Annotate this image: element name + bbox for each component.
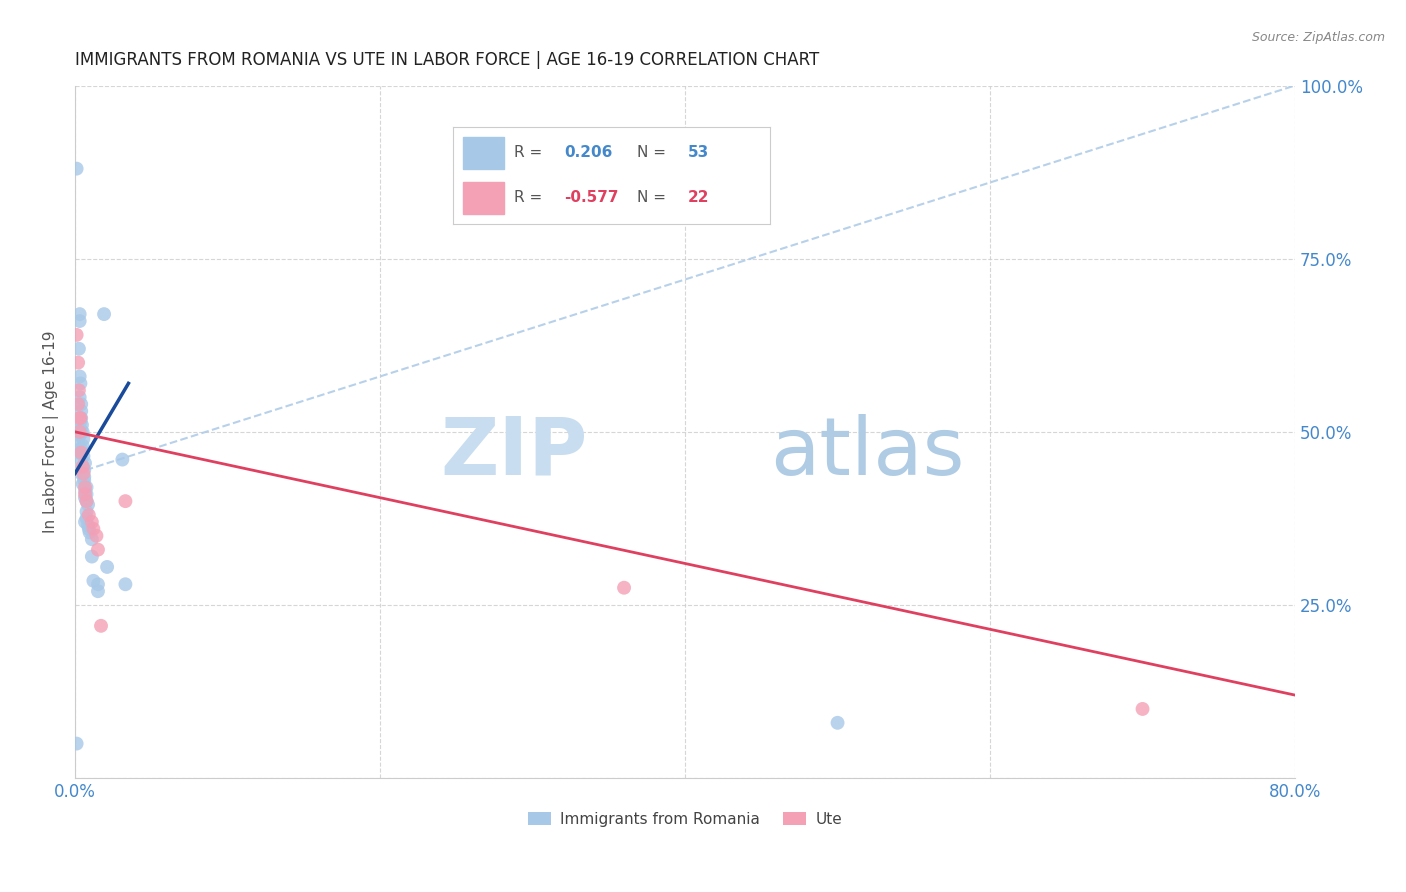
Point (72, 459, 94, 474)
Point (73, 474, 96, 488)
Point (73, 480, 96, 494)
Point (73, 463, 96, 477)
Point (114, 577, 136, 591)
Point (67, 355, 90, 369)
Point (111, 452, 134, 467)
Point (73, 491, 96, 505)
Point (70, 404, 93, 418)
Point (70, 417, 93, 432)
Point (69, 415, 91, 429)
Point (72, 467, 94, 481)
Point (72, 449, 94, 463)
Point (70, 411, 93, 425)
Point (69, 421, 91, 435)
Point (76, 494, 98, 508)
Point (77, 518, 100, 533)
Point (65, 161, 87, 176)
Point (73, 456, 96, 470)
Point (67, 435, 90, 450)
Point (82, 522, 104, 536)
Point (76, 511, 98, 525)
Point (90, 619, 112, 633)
Point (87, 577, 110, 591)
Y-axis label: In Labor Force | Age 16-19: In Labor Force | Age 16-19 (44, 331, 59, 533)
Point (87, 542, 110, 557)
Point (93, 307, 115, 321)
Point (69, 445, 91, 459)
Point (70, 452, 93, 467)
Point (70, 445, 93, 459)
Point (80, 515, 103, 529)
Point (72, 476, 94, 491)
Point (77, 522, 100, 536)
Point (65, 327, 87, 342)
Point (70, 397, 93, 411)
Point (86, 529, 108, 543)
Text: Source: ZipAtlas.com: Source: ZipAtlas.com (1251, 31, 1385, 45)
Text: atlas: atlas (770, 414, 965, 491)
Point (73, 487, 96, 501)
Point (73, 483, 96, 498)
Legend: Immigrants from Romania, Ute: Immigrants from Romania, Ute (522, 805, 848, 833)
Point (70, 467, 93, 481)
Point (69, 428, 91, 442)
Text: ZIP: ZIP (440, 414, 588, 491)
Point (77, 508, 100, 522)
Point (1132, 702, 1154, 716)
Point (80, 549, 103, 564)
Point (96, 560, 118, 574)
Text: IMMIGRANTS FROM ROMANIA VS UTE IN LABOR FORCE | AGE 16-19 CORRELATION CHART: IMMIGRANTS FROM ROMANIA VS UTE IN LABOR … (75, 51, 820, 69)
Point (72, 439, 94, 453)
Point (72, 432, 94, 446)
Point (67, 342, 90, 356)
Point (69, 411, 91, 425)
Point (70, 442, 93, 457)
Point (76, 487, 98, 501)
Point (69, 376, 91, 391)
Point (65, 737, 87, 751)
Point (72, 425, 94, 439)
Point (69, 307, 91, 321)
Point (76, 494, 98, 508)
Point (613, 581, 636, 595)
Point (73, 515, 96, 529)
Point (827, 715, 849, 730)
Point (87, 584, 110, 599)
Point (72, 459, 94, 474)
Point (76, 480, 98, 494)
Point (114, 494, 136, 508)
Point (79, 525, 101, 540)
Point (69, 411, 91, 425)
Point (69, 369, 91, 384)
Point (69, 390, 91, 404)
Point (80, 533, 103, 547)
Point (82, 574, 104, 588)
Point (67, 397, 90, 411)
Point (67, 384, 90, 398)
Point (70, 425, 93, 439)
Point (69, 314, 91, 328)
Point (73, 470, 96, 484)
Point (77, 498, 100, 512)
Point (76, 504, 98, 518)
Point (69, 425, 91, 439)
